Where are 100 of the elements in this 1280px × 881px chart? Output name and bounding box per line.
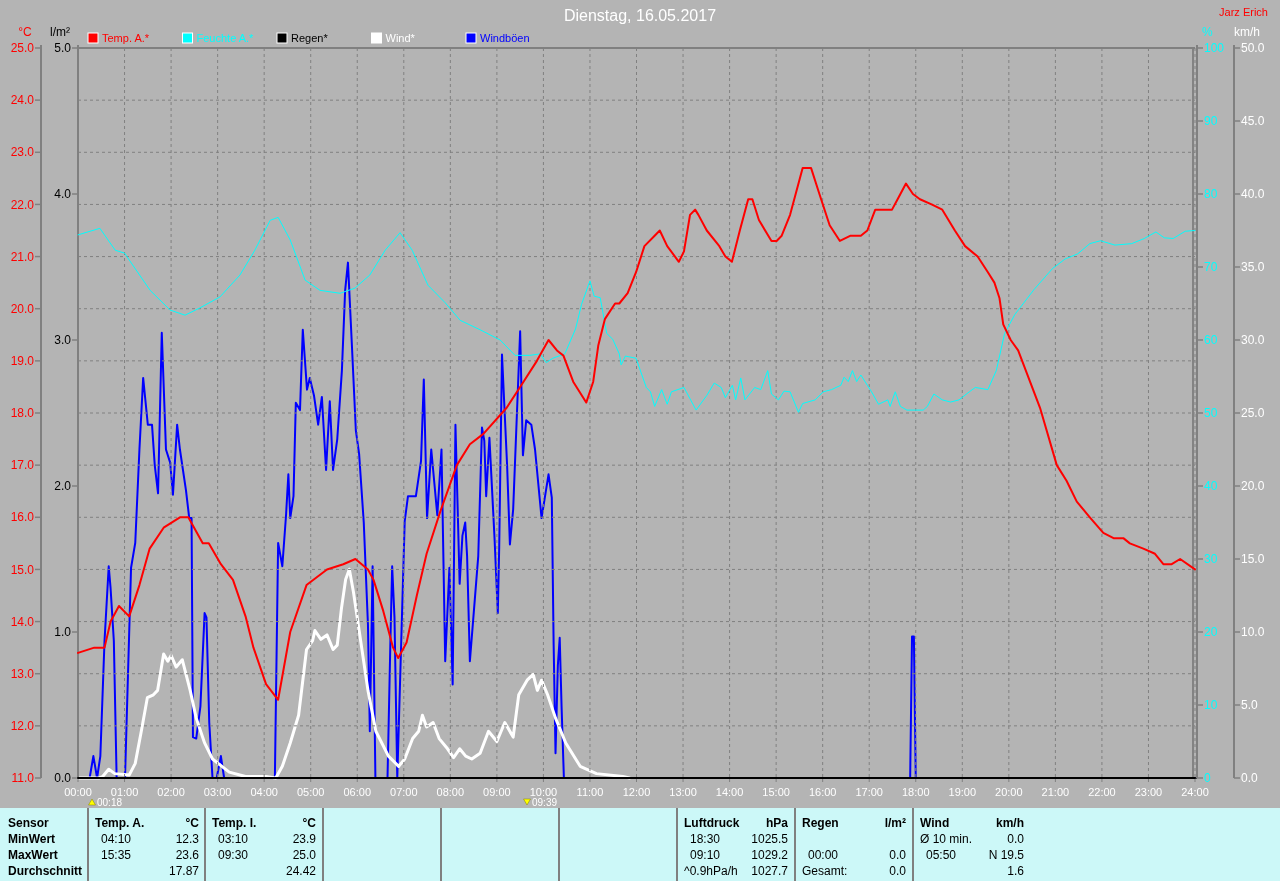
y-tick-label: 20.0: [10, 301, 35, 316]
x-tick-label: 02:00: [157, 785, 185, 798]
line-series: [77, 166, 1196, 701]
x-tick-label: 01:00: [110, 785, 139, 798]
text: MaxWert: [8, 848, 58, 863]
y-tick-label: 20.0: [1241, 479, 1265, 494]
text: 25.0: [292, 848, 317, 863]
y-tick-label: 24.0: [10, 93, 35, 108]
text: Temp. I.: [212, 816, 257, 831]
text: 05:50: [926, 848, 957, 863]
y-tick-label: 40.0: [1241, 187, 1265, 202]
text: ^0.9hPa/h: [684, 864, 738, 879]
y-axis-title: °C: [18, 25, 33, 40]
text: 03:10: [218, 832, 249, 847]
text: 12.3: [175, 832, 200, 847]
text: °C: [302, 816, 317, 831]
x-tick-label: 15:00: [762, 785, 790, 798]
line-series: [77, 216, 1196, 413]
text: l/m²: [884, 816, 906, 831]
text: 04:10: [101, 832, 132, 847]
text: Durchschnitt: [8, 864, 83, 879]
text: hPa: [765, 816, 789, 831]
x-tick-label: 16:00: [808, 785, 837, 798]
text: MinWert: [8, 832, 56, 847]
x-tick-label: 24:00: [1181, 785, 1209, 798]
y3-tick-label: 10: [1204, 698, 1218, 713]
y-tick-label: 15.0: [10, 562, 35, 577]
text: Regen: [802, 816, 839, 831]
x-tick-label: 03:00: [203, 785, 232, 798]
y-tick-label: 21.0: [10, 249, 35, 264]
x-tick-label: 23:00: [1134, 785, 1163, 798]
text: 1029.2: [751, 848, 789, 863]
y3-axis-title: %: [1202, 25, 1213, 40]
y-tick-label: 5.0: [1241, 698, 1259, 713]
text: Luftdruck: [684, 816, 740, 831]
x-tick-label: 12:00: [622, 785, 651, 798]
legend-label: Windböen: [480, 31, 530, 44]
y3-tick-label: 0: [1204, 771, 1211, 786]
x-tick-label: 17:00: [855, 785, 883, 798]
x-tick-label: 21:00: [1041, 785, 1070, 798]
text: km/h: [995, 816, 1024, 831]
y2-tick-label: 1.0: [54, 625, 72, 640]
y-tick-label: 45.0: [1241, 114, 1265, 129]
y3-tick-label: 30: [1204, 552, 1218, 567]
chart-title: Dienstag, 16.05.2017: [563, 6, 717, 24]
y-tick-label: 11.0: [11, 771, 35, 786]
text: 1025.5: [751, 832, 789, 847]
y2-tick-label: 0.0: [54, 771, 72, 786]
y3-tick-label: 60: [1204, 333, 1218, 348]
x-tick-label: 04:00: [250, 785, 278, 798]
text: Jarz Erich: [1219, 5, 1268, 18]
text: °C: [185, 816, 200, 831]
y2-tick-label: 4.0: [54, 187, 72, 202]
legend-label: Wind*: [385, 31, 416, 44]
text: 00:00: [808, 848, 839, 863]
y-tick-label: 12.0: [10, 719, 35, 734]
y-tick-label: 25.0: [1241, 406, 1265, 421]
y-tick-label: 10.0: [1241, 625, 1265, 640]
y-tick-label: 15.0: [1241, 552, 1265, 567]
x-tick-label: 19:00: [948, 785, 977, 798]
text: 24.42: [285, 864, 317, 879]
text: Temp. A.: [95, 816, 145, 831]
y3-tick-label: 100: [1204, 41, 1225, 56]
y-tick-label: 35.0: [1241, 260, 1265, 275]
y-tick-label: 23.0: [10, 145, 35, 160]
x-tick-label: 05:00: [296, 785, 325, 798]
line-series: [76, 567, 632, 780]
x-tick-label: 20:00: [995, 785, 1023, 798]
x-tick-label: 22:00: [1088, 785, 1116, 798]
y-tick-label: 50.0: [1241, 41, 1265, 56]
x-tick-label: 10:00: [529, 785, 558, 798]
y-tick-label: 18.0: [10, 406, 35, 421]
text: Gesamt:: [802, 864, 848, 879]
y2-tick-label: 5.0: [54, 41, 72, 56]
legend-label: Temp. A.*: [102, 31, 150, 44]
text: N 19.5: [988, 848, 1025, 863]
text: 09:30: [218, 848, 249, 863]
x-tick-label: 13:00: [669, 785, 697, 798]
y3-tick-label: 20: [1204, 625, 1218, 640]
y-tick-label: 25.0: [10, 41, 35, 56]
text: 1.6: [1007, 864, 1025, 879]
text: Ø 10 min.: [920, 832, 973, 847]
y2-tick-label: 3.0: [54, 333, 72, 348]
text: 09:10: [690, 848, 721, 863]
y-tick-label: 22.0: [10, 197, 35, 212]
y3-tick-label: 90: [1204, 114, 1218, 129]
text: 17.87: [168, 864, 200, 879]
x-tick-label: 18:00: [901, 785, 930, 798]
legend-label: Feuchte A.*: [196, 31, 255, 44]
text: 0.0: [889, 848, 907, 863]
x-tick-label: 06:00: [343, 785, 372, 798]
y3-tick-label: 40: [1204, 479, 1218, 494]
y-tick-label: 30.0: [1241, 333, 1265, 348]
y-tick-label: 17.0: [10, 458, 35, 473]
text: 00:18: [97, 796, 123, 808]
x-tick-label: 11:00: [576, 785, 604, 798]
y-tick-label: 16.0: [10, 510, 35, 525]
x-tick-label: 09:00: [483, 785, 511, 798]
text: Sensor: [8, 816, 50, 831]
x-tick-label: 08:00: [436, 785, 465, 798]
